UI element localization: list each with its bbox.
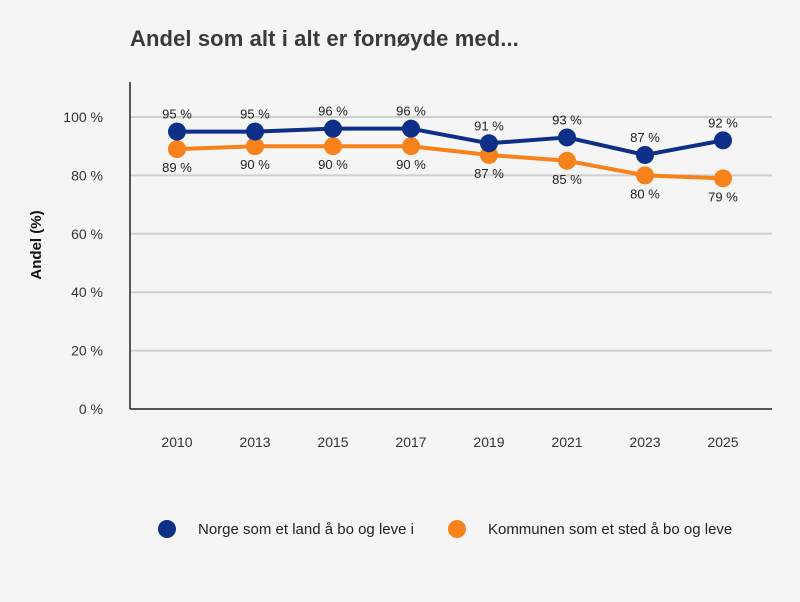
data-label: 95 % — [162, 107, 192, 122]
data-label: 96 % — [318, 104, 348, 119]
x-tick-label: 2015 — [317, 434, 348, 450]
y-tick-label: 40 % — [71, 284, 103, 300]
chart-legend: Norge som et land å bo og leve i Kommune… — [158, 520, 732, 538]
data-point — [246, 137, 264, 156]
data-point — [324, 137, 342, 156]
data-label: 91 % — [474, 118, 504, 133]
x-tick-label: 2013 — [239, 434, 270, 450]
data-label: 95 % — [240, 107, 270, 122]
data-label: 89 % — [162, 160, 192, 175]
y-tick-label: 0 % — [79, 401, 103, 417]
series-line — [176, 144, 724, 181]
data-point — [402, 119, 420, 138]
x-tick-label: 2017 — [395, 434, 426, 450]
legend-marker-series-1 — [158, 520, 176, 538]
legend-label-series-1: Norge som et land å bo og leve i — [198, 520, 414, 538]
data-label: 96 % — [396, 104, 426, 119]
y-tick-label: 100 % — [63, 109, 103, 125]
data-label: 90 % — [240, 157, 270, 172]
x-tick-label: 2023 — [629, 434, 660, 450]
data-point — [168, 140, 186, 159]
data-point — [246, 122, 264, 141]
data-point — [324, 119, 342, 138]
legend-marker-series-2 — [447, 520, 466, 538]
data-point — [636, 145, 654, 164]
series-line — [177, 126, 724, 157]
data-point — [714, 169, 732, 188]
data-point — [168, 122, 186, 141]
data-point — [558, 128, 576, 147]
x-tick-label: 2025 — [707, 434, 738, 450]
data-point — [402, 137, 420, 156]
data-point — [480, 134, 498, 153]
legend-item-series-2[interactable]: Kommunen som et sted å bo og leve — [447, 520, 733, 538]
data-label: 87 % — [474, 166, 504, 181]
chart-title: Andel som alt i alt er fornøyde med... — [130, 26, 519, 51]
data-label: 93 % — [552, 112, 582, 127]
data-point — [558, 151, 576, 170]
y-axis-label: Andel (%) — [28, 210, 45, 279]
data-label: 90 % — [396, 157, 426, 172]
x-tick-label: 2010 — [161, 434, 192, 450]
legend-item-series-1[interactable]: Norge som et land å bo og leve i — [158, 520, 414, 538]
data-point — [714, 131, 732, 150]
data-label: 79 % — [708, 189, 738, 204]
data-label: 90 % — [318, 157, 348, 172]
y-tick-label: 60 % — [71, 226, 103, 242]
y-tick-label: 20 % — [71, 343, 103, 359]
y-tick-label: 80 % — [71, 167, 103, 183]
data-label: 85 % — [552, 172, 582, 187]
x-tick-label: 2019 — [473, 434, 504, 450]
legend-label-series-2: Kommunen som et sted å bo og leve — [487, 520, 733, 538]
data-label: 80 % — [630, 186, 660, 201]
x-tick-label: 2021 — [551, 434, 582, 450]
data-point — [636, 166, 654, 185]
data-label: 92 % — [708, 115, 738, 130]
data-label: 87 % — [630, 130, 660, 145]
